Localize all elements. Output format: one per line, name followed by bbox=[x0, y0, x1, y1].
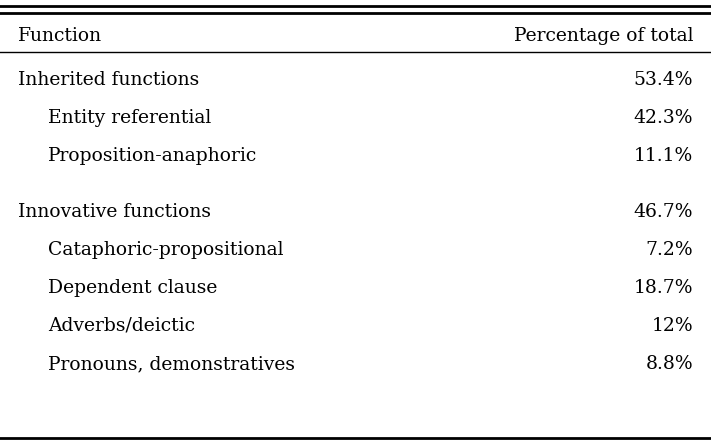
Text: Inherited functions: Inherited functions bbox=[18, 71, 199, 89]
Text: Adverbs/deictic: Adverbs/deictic bbox=[48, 317, 195, 335]
Text: Dependent clause: Dependent clause bbox=[48, 279, 218, 297]
Text: Pronouns, demonstratives: Pronouns, demonstratives bbox=[48, 355, 295, 373]
Text: 42.3%: 42.3% bbox=[634, 109, 693, 127]
Text: 53.4%: 53.4% bbox=[634, 71, 693, 89]
Text: Cataphoric-propositional: Cataphoric-propositional bbox=[48, 241, 284, 259]
Text: 7.2%: 7.2% bbox=[646, 241, 693, 259]
Text: 18.7%: 18.7% bbox=[634, 279, 693, 297]
Text: 11.1%: 11.1% bbox=[634, 147, 693, 165]
Text: Function: Function bbox=[18, 27, 102, 45]
Text: 12%: 12% bbox=[651, 317, 693, 335]
Text: Entity referential: Entity referential bbox=[48, 109, 211, 127]
Text: Innovative functions: Innovative functions bbox=[18, 203, 211, 221]
Text: 46.7%: 46.7% bbox=[634, 203, 693, 221]
Text: 8.8%: 8.8% bbox=[646, 355, 693, 373]
Text: Proposition-anaphoric: Proposition-anaphoric bbox=[48, 147, 257, 165]
Text: Percentage of total: Percentage of total bbox=[513, 27, 693, 45]
